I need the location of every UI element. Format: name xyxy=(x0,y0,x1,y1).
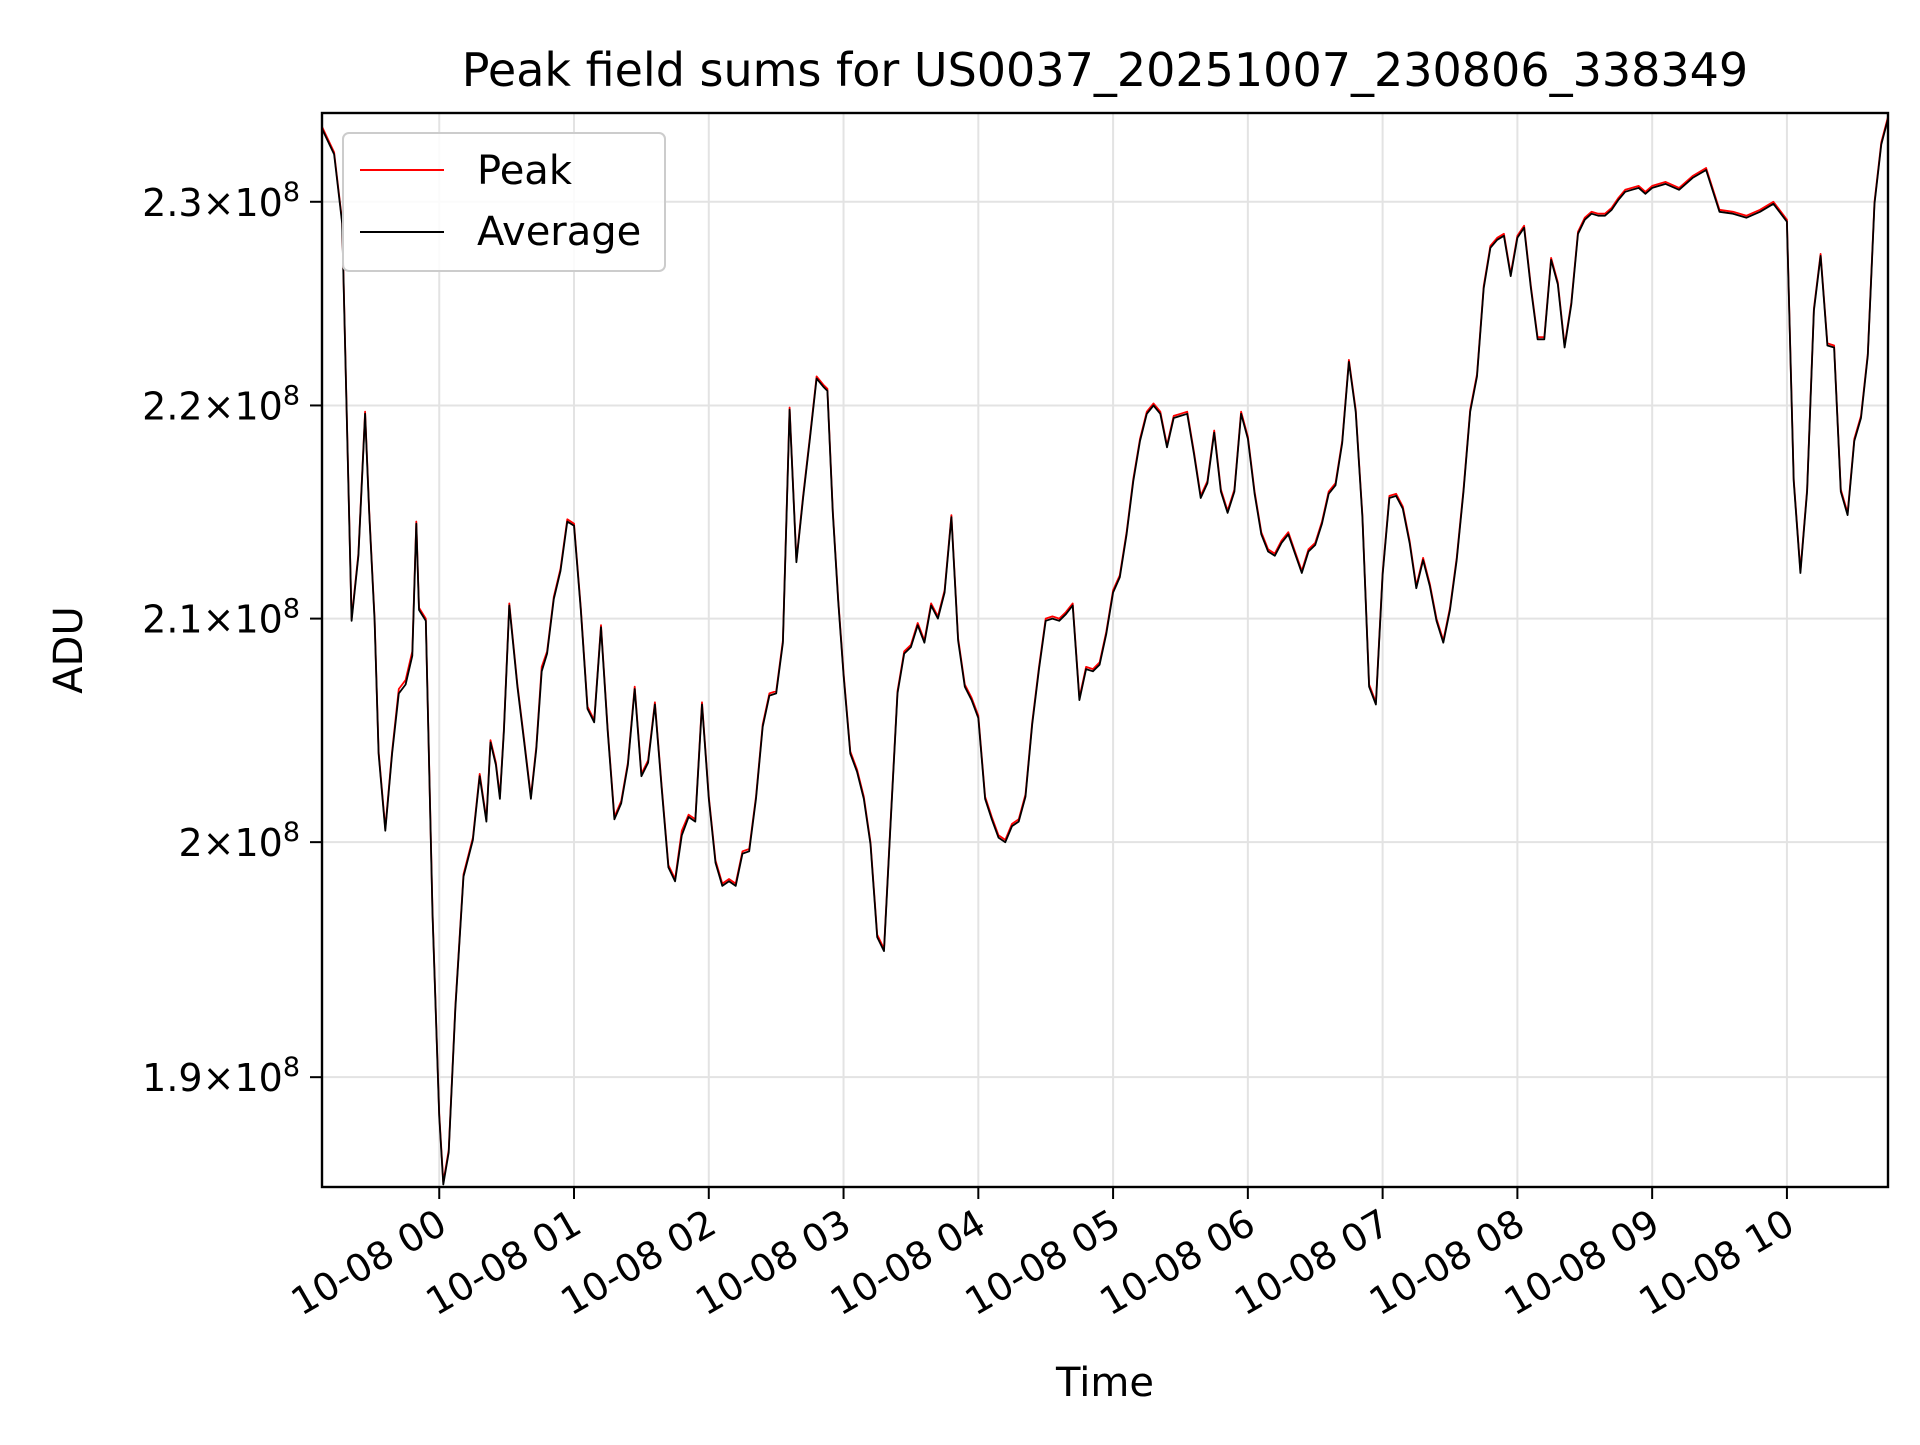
y-tick-label: 2.1×108 xyxy=(142,594,300,642)
plot-frame xyxy=(320,111,1890,1189)
legend-box xyxy=(342,132,666,272)
chart-title: Peak field sums for US0037_20251007_2308… xyxy=(462,43,1748,97)
series-line-average xyxy=(321,118,1889,1186)
legend: Peak Average xyxy=(342,132,666,272)
legend-label-average: Average xyxy=(477,209,641,255)
y-tick-label: 2.2×108 xyxy=(142,380,300,428)
y-axis: 1.9×108 2×108 2.1×108 2.2×108 2.3×108 xyxy=(142,177,322,1100)
y-tick-label: 1.9×108 xyxy=(142,1052,300,1100)
y-tick-label: 2×108 xyxy=(178,817,300,865)
y-tick-label: 2.3×108 xyxy=(142,177,300,225)
y-axis-label: ADU xyxy=(46,606,92,693)
series-layer xyxy=(321,116,1889,1186)
legend-label-peak: Peak xyxy=(477,148,573,194)
x-axis-label: Time xyxy=(1055,1360,1154,1406)
